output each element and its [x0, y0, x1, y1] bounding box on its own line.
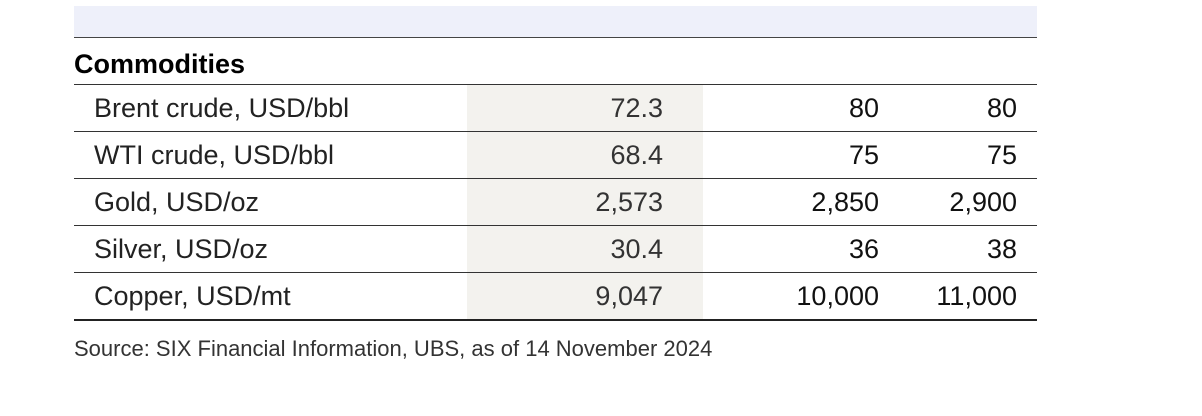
table-row: Silver, USD/oz 30.4 36 38: [74, 225, 1037, 273]
table-row: WTI crude, USD/bbl 68.4 75 75: [74, 131, 1037, 179]
forecast-value-1: 10,000: [703, 272, 899, 321]
current-value: 72.3: [467, 84, 703, 132]
table-header-band: [74, 6, 1037, 37]
table-row: Gold, USD/oz 2,573 2,850 2,900: [74, 178, 1037, 226]
table-row: Brent crude, USD/bbl 72.3 80 80: [74, 84, 1037, 132]
current-value: 9,047: [467, 272, 703, 321]
row-label: Silver, USD/oz: [74, 225, 467, 273]
forecast-value-2: 80: [899, 84, 1037, 132]
forecast-value-1: 80: [703, 84, 899, 132]
forecast-value-2: 38: [899, 225, 1037, 273]
section-title: Commodities: [74, 49, 246, 79]
source-note: Source: SIX Financial Information, UBS, …: [74, 336, 713, 361]
forecast-value-1: 36: [703, 225, 899, 273]
row-label: Copper, USD/mt: [74, 272, 467, 321]
header-divider: [74, 37, 1037, 38]
row-label: Gold, USD/oz: [74, 178, 467, 226]
forecast-value-1: 75: [703, 131, 899, 179]
row-label: Brent crude, USD/bbl: [74, 84, 467, 132]
forecast-value-2: 2,900: [899, 178, 1037, 226]
forecast-value-2: 75: [899, 131, 1037, 179]
current-value: 68.4: [467, 131, 703, 179]
row-label: WTI crude, USD/bbl: [74, 131, 467, 179]
forecast-value-1: 2,850: [703, 178, 899, 226]
current-value: 30.4: [467, 225, 703, 273]
commodities-table: Brent crude, USD/bbl 72.3 80 80 WTI crud…: [74, 84, 1037, 321]
table-row: Copper, USD/mt 9,047 10,000 11,000: [74, 272, 1037, 321]
current-value: 2,573: [467, 178, 703, 226]
forecast-value-2: 11,000: [899, 272, 1037, 321]
